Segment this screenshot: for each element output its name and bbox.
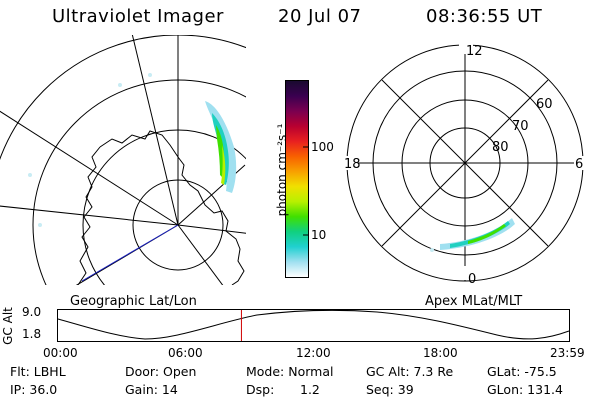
colorbar-unit: photon cm⁻²s⁻¹ xyxy=(275,123,289,217)
xtick-1200: 12:00 xyxy=(296,346,331,360)
meridian-line xyxy=(0,110,179,226)
door-info: Door: Open xyxy=(125,364,197,379)
mlt-polar-plot xyxy=(338,40,586,282)
geographic-caption: Geographic Lat/Lon xyxy=(70,294,197,309)
colorbar-tick-10: 10 xyxy=(311,228,327,242)
meridian-line xyxy=(0,205,179,226)
xtick-0600: 06:00 xyxy=(168,346,203,360)
altitude-curve xyxy=(57,309,570,340)
colorbar-tick-100: 100 xyxy=(311,140,334,154)
glon-info: GLon: 131.4 xyxy=(487,382,563,397)
glat-info: GLat: -75.5 xyxy=(487,364,557,379)
altitude-ybottom: 1.8 xyxy=(22,327,42,341)
xtick-1800: 18:00 xyxy=(423,346,458,360)
altitude-ylabel: GC Alt xyxy=(1,307,15,345)
mlt-label-18: 18 xyxy=(344,157,361,172)
xtick-0000: 00:00 xyxy=(43,346,78,360)
colorbar-ticks xyxy=(303,146,308,236)
mlat-label-70: 70 xyxy=(512,119,529,134)
meridian-line xyxy=(177,224,246,234)
filter-info: Flt: LBHL xyxy=(10,364,66,379)
gain-info: Gain: 14 xyxy=(125,382,178,397)
geographic-map xyxy=(0,35,246,285)
xtick-2359: 23:59 xyxy=(550,346,585,360)
aurora-oval xyxy=(430,218,515,252)
altitude-plot xyxy=(57,309,570,342)
meridian-line xyxy=(177,224,224,285)
date-label: 20 Jul 07 xyxy=(278,6,362,27)
mode-info: Mode: Normal xyxy=(246,364,334,379)
instrument-title: Ultraviolet Imager xyxy=(52,6,224,27)
mlt-label-0: 0 xyxy=(468,272,477,287)
seq-info: Seq: 39 xyxy=(366,382,414,397)
mlat-label-60: 60 xyxy=(536,97,553,112)
dsp-value: 1.2 xyxy=(300,382,320,397)
mlt-label-6: 6 xyxy=(575,157,584,172)
mlt-label-12: 12 xyxy=(466,44,483,59)
continent-outline xyxy=(77,130,245,285)
gc-alt-info: GC Alt: 7.3 Re xyxy=(366,364,454,379)
meridian-line xyxy=(131,35,179,226)
colorbar xyxy=(285,80,309,278)
apex-caption: Apex MLat/MLT xyxy=(425,294,523,309)
altitude-ytop: 9.0 xyxy=(22,305,42,319)
ip-info: IP: 36.0 xyxy=(10,382,58,397)
spacecraft-track xyxy=(81,224,179,282)
aurora-emission xyxy=(28,73,237,227)
time-label: 08:36:55 UT xyxy=(426,6,543,27)
dsp-label: Dsp: xyxy=(246,382,275,397)
mlt-line xyxy=(381,79,549,247)
mlat-label-80: 80 xyxy=(492,140,509,155)
